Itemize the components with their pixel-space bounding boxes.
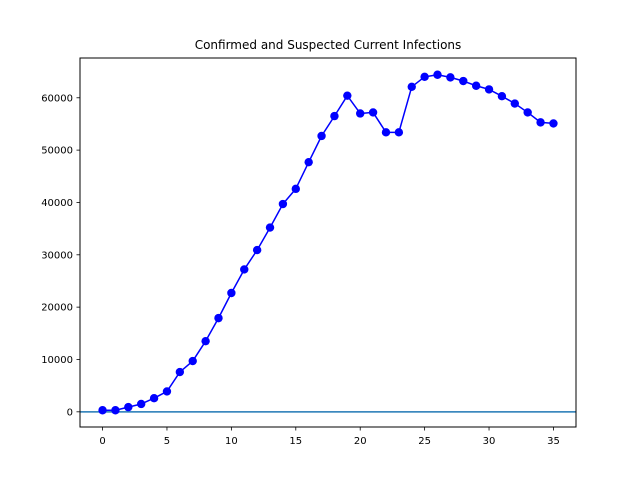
x-tick-label: 35 [547,436,560,447]
data-point [484,85,494,94]
data-point [111,406,120,415]
data-point [536,118,545,127]
data-point [368,108,378,117]
y-tick-label: 10000 [41,355,73,366]
data-point [330,111,339,121]
data-point [98,406,107,415]
x-tick-label: 5 [164,436,170,447]
data-point [394,128,404,137]
data-point [136,399,146,409]
data-point [175,367,185,377]
data-point [446,73,455,82]
y-tick-label: 50000 [41,146,73,157]
x-tick-label: 0 [99,436,105,447]
x-tick-label: 30 [483,436,496,447]
y-tick-label: 20000 [41,303,73,314]
data-point [214,313,223,323]
x-tick-label: 15 [289,436,302,447]
data-point [149,394,159,403]
y-tick-label: 0 [67,407,73,418]
data-point [252,245,262,255]
data-point [433,70,442,79]
data-point [459,76,468,86]
data-point [304,157,313,167]
data-point [162,387,172,396]
data-point [497,92,507,101]
data-point [188,356,197,366]
data-point [523,108,532,117]
data-point [317,131,326,141]
y-tick-label: 30000 [41,250,73,261]
data-point [291,184,300,194]
data-point [407,82,416,91]
data-point [124,402,133,412]
data-point [201,336,210,346]
data-point [265,223,275,232]
chart-title: Confirmed and Suspected Current Infectio… [195,38,462,52]
data-point [420,72,429,82]
plot-frame [79,57,577,428]
x-tick-label: 10 [225,436,238,447]
data-point [343,91,352,100]
data-point [510,99,520,108]
y-tick-label: 40000 [41,198,73,209]
series-line [102,74,554,411]
data-point [381,128,391,137]
y-tick-label: 60000 [41,93,73,104]
data-point [549,119,558,128]
data-point [227,288,236,298]
data-point [471,81,481,90]
x-tick-label: 25 [418,436,431,447]
data-point [278,199,288,209]
x-tick-label: 20 [354,436,367,447]
data-point [240,265,249,274]
data-point [356,109,365,118]
